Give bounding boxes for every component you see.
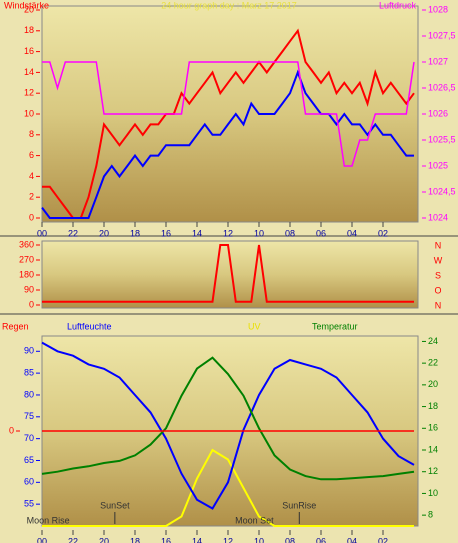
- plot-area: [41, 240, 419, 309]
- x-tick-label: 02: [378, 228, 388, 238]
- direction-label: N: [435, 240, 442, 250]
- x-tick-label: 08: [285, 536, 295, 543]
- y2-label: Temperatur: [312, 321, 358, 331]
- annotation: SunSet: [100, 500, 130, 510]
- x-tick-label: 12: [223, 228, 233, 238]
- uv-label: UV: [248, 321, 261, 331]
- tick-label: 1025: [428, 160, 448, 170]
- tick-label: 1024,5: [428, 186, 456, 196]
- x-tick-label: 22: [68, 228, 78, 238]
- tick-label: 1026: [428, 108, 448, 118]
- x-tick-label: 18: [130, 228, 140, 238]
- tick-label: 60: [24, 477, 34, 487]
- x-tick-label: 14: [192, 536, 202, 543]
- tick-label: 8: [428, 510, 433, 520]
- direction-label: O: [434, 285, 441, 295]
- tick-label: 20: [428, 379, 438, 389]
- tick-label: 10: [428, 488, 438, 498]
- x-tick-label: 02: [378, 536, 388, 543]
- tick-label: 12: [24, 88, 34, 98]
- tick-label: 8: [29, 129, 34, 139]
- x-tick-label: 04: [347, 536, 357, 543]
- x-tick-label: 12: [223, 536, 233, 543]
- tick-label: 360: [19, 239, 34, 249]
- tick-label: 1028: [428, 4, 448, 14]
- data-line: [42, 61, 415, 167]
- annotation: SunRise: [282, 500, 316, 510]
- x-tick-label: 08: [285, 228, 295, 238]
- annotation: Moon Rise: [27, 515, 70, 525]
- tick-label: 6: [29, 150, 34, 160]
- tick-label: 70: [24, 433, 34, 443]
- tick-label: 1026,5: [428, 82, 456, 92]
- tick-label: 18: [428, 401, 438, 411]
- tick-label: 16: [428, 423, 438, 433]
- tick-label: 55: [24, 499, 34, 509]
- data-line: [41, 69, 414, 219]
- tick-label: 80: [24, 389, 34, 399]
- chart-title: 24 hour graph day : Marz 17 2017: [161, 0, 297, 10]
- x-tick-label: 20: [99, 536, 109, 543]
- tick-label: 270: [19, 254, 34, 264]
- x-tick-label: 06: [316, 536, 326, 543]
- y-label: Luftfeuchte: [67, 321, 112, 331]
- direction-label: N: [435, 300, 442, 310]
- tick-label: 75: [24, 411, 34, 421]
- x-tick-label: 14: [192, 228, 202, 238]
- tick-label: 0: [29, 212, 34, 222]
- tick-label: 1025,5: [428, 134, 456, 144]
- tick-label: 14: [24, 67, 34, 77]
- tick-label: 90: [24, 346, 34, 356]
- tick-label: 180: [19, 269, 34, 279]
- tick-label: 1024: [428, 212, 448, 222]
- x-tick-label: 22: [68, 536, 78, 543]
- data-line: [42, 28, 415, 219]
- tick-label: 4: [29, 171, 34, 181]
- y-label: Windstärke: [4, 0, 49, 10]
- x-tick-label: 10: [254, 228, 264, 238]
- x-tick-label: 00: [37, 228, 47, 238]
- tick-label: 0: [29, 299, 34, 309]
- tick-label: 90: [24, 284, 34, 294]
- x-tick-label: 00: [37, 536, 47, 543]
- tick-label: 0: [9, 425, 14, 435]
- data-line: [41, 356, 415, 481]
- tick-label: 12: [428, 466, 438, 476]
- annotation: Moon Set: [235, 515, 274, 525]
- tick-label: 65: [24, 455, 34, 465]
- tick-label: 18: [24, 25, 34, 35]
- x-tick-label: 04: [347, 228, 357, 238]
- x-tick-label: 18: [130, 536, 140, 543]
- tick-label: 10: [24, 108, 34, 118]
- tick-label: 22: [428, 358, 438, 368]
- tick-label: 24: [428, 336, 438, 346]
- x-tick-label: 16: [161, 228, 171, 238]
- direction-label: S: [435, 270, 441, 280]
- tick-label: 85: [24, 368, 34, 378]
- x-tick-label: 20: [99, 228, 109, 238]
- tick-label: 2: [29, 192, 34, 202]
- tick-label: 20: [24, 4, 34, 14]
- rain-label: Regen: [2, 321, 29, 331]
- x-tick-label: 10: [254, 536, 264, 543]
- x-tick-label: 06: [316, 228, 326, 238]
- tick-label: 1027: [428, 56, 448, 66]
- data-line: [42, 448, 414, 527]
- data-line: [41, 341, 415, 510]
- x-tick-label: 16: [161, 536, 171, 543]
- direction-label: W: [434, 255, 443, 265]
- data-line: [42, 244, 414, 303]
- y2-label: Luftdruck: [379, 0, 417, 10]
- tick-label: 16: [24, 46, 34, 56]
- tick-label: 14: [428, 444, 438, 454]
- tick-label: 1027,5: [428, 30, 456, 40]
